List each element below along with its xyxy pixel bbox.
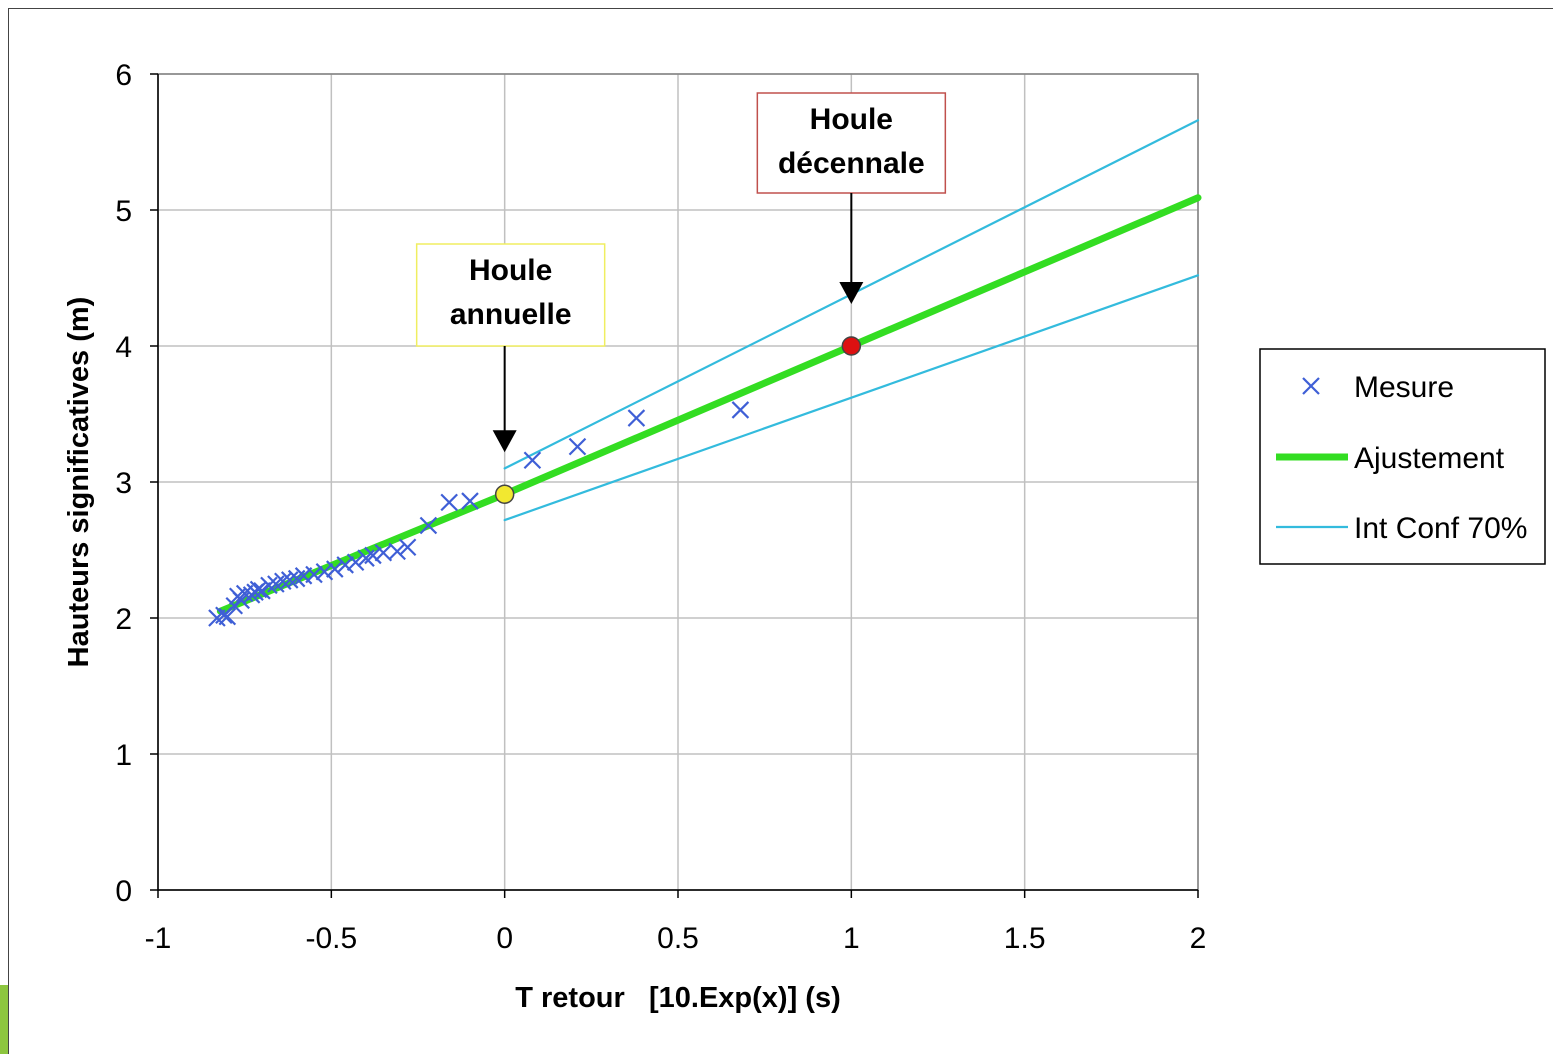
y-tick-label: 4 <box>115 331 132 364</box>
measurement-marker <box>346 553 365 572</box>
measurement-marker <box>249 580 268 599</box>
measurement-marker <box>326 560 344 578</box>
legend-label: Int Conf 70% <box>1354 512 1527 545</box>
measurement-marker <box>440 493 458 512</box>
measurement-marker <box>305 565 323 584</box>
measurement-marker <box>523 451 542 470</box>
annotation-line2: décennale <box>778 147 925 180</box>
measurement-marker <box>568 437 587 456</box>
measurement-marker <box>280 571 299 589</box>
measurement-marker <box>398 538 417 557</box>
measurement-marker <box>374 543 393 562</box>
annotation-callout: Houle annuelle <box>415 243 606 453</box>
annotation-callout: Houle décennale <box>756 92 947 304</box>
measurement-marker <box>274 572 292 591</box>
x-tick-label: 1 <box>843 922 860 955</box>
annotation-line2: annuelle <box>450 298 572 331</box>
annotation-arrow-head <box>839 282 864 304</box>
x-tick-label: 0.5 <box>657 922 699 955</box>
highlight-point <box>841 336 862 356</box>
annotation-line1: Houle <box>810 103 893 136</box>
legend-entry: Mesure <box>1302 371 1454 404</box>
axes: -1 -0.5 0 0.5 1 1.5 2 0 1 2 3 4 5 6 <box>115 59 1206 955</box>
chart-frame <box>8 8 1553 1054</box>
annotations: Houle annuelle Houle décennale <box>415 92 947 453</box>
legend-entry: Int Conf 70% <box>1276 512 1527 545</box>
corner-accent <box>0 985 8 1054</box>
legend-label: Mesure <box>1354 371 1454 404</box>
x-tick-label: 0 <box>496 922 513 955</box>
measurement-marker <box>260 576 278 595</box>
measurement-marker <box>461 492 479 510</box>
grid-lines <box>157 73 1199 891</box>
y-tick-label: 0 <box>115 875 132 908</box>
confidence-interval-line <box>503 274 1200 522</box>
x-tick-label: -0.5 <box>305 922 357 955</box>
annotation-box <box>756 92 947 194</box>
x-tick-label: 1.5 <box>1004 922 1046 955</box>
x-tick-label: -1 <box>145 922 172 955</box>
legend-entry: Ajustement <box>1276 442 1505 475</box>
y-tick-label: 2 <box>115 603 132 636</box>
measurement-marker <box>419 516 438 535</box>
measurement-marker <box>627 409 646 427</box>
annotation-line1: Houle <box>469 254 552 287</box>
y-axis-title: Hauteurs significatives (m) <box>63 297 95 668</box>
series <box>208 119 1202 627</box>
legend-label: Ajustement <box>1354 442 1505 475</box>
measurement-marker <box>336 556 354 574</box>
x-tick-label: 2 <box>1190 922 1207 955</box>
x-axis-title: T retour [10.Exp(x)] (s) <box>515 982 841 1014</box>
annotation-box <box>415 243 606 347</box>
legend-marker-icon <box>1302 377 1320 395</box>
highlight-point <box>494 484 515 504</box>
y-tick-label: 3 <box>115 467 132 500</box>
measurement-marker <box>388 542 406 561</box>
y-tick-label: 1 <box>115 739 132 772</box>
y-tick-label: 5 <box>115 195 132 228</box>
measurement-marker <box>315 562 334 581</box>
annotation-arrow-head <box>492 430 517 453</box>
measurement-marker <box>731 401 750 419</box>
measurement-marker <box>364 546 382 565</box>
measurement-marker <box>218 607 237 626</box>
fit-line <box>216 194 1202 615</box>
y-tick-label: 6 <box>115 59 132 92</box>
legend: Mesure Ajustement Int Conf 70% <box>1259 348 1546 565</box>
